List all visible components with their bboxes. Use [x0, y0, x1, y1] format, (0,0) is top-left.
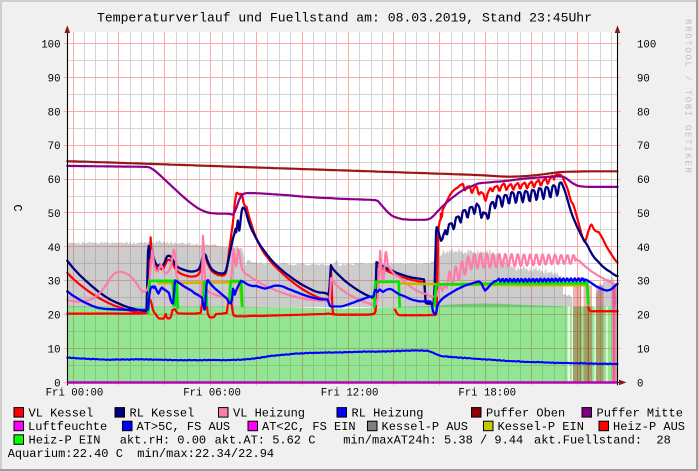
svg-text:Fri 06:00: Fri 06:00: [183, 387, 241, 399]
svg-text:Fri 00:00: Fri 00:00: [46, 387, 104, 399]
svg-text:Fri 18:00: Fri 18:00: [458, 387, 516, 399]
svg-text:Heiz-P EIN: Heiz-P EIN: [29, 434, 101, 448]
svg-text:Puffer Mitte: Puffer Mitte: [597, 406, 683, 420]
svg-text:70: 70: [637, 141, 650, 153]
svg-text:VL Heizung: VL Heizung: [233, 406, 305, 420]
svg-text:0: 0: [637, 378, 643, 390]
svg-text:Temperaturverlauf und Fuellsta: Temperaturverlauf und Fuellstand am: 08.…: [97, 11, 592, 26]
svg-text:10: 10: [637, 344, 650, 356]
svg-text:60: 60: [637, 175, 650, 187]
svg-text:100: 100: [41, 40, 60, 52]
svg-text:AT>5C, FS AUS: AT>5C, FS AUS: [137, 420, 231, 434]
svg-text:Kessel-P EIN: Kessel-P EIN: [498, 420, 584, 434]
svg-text:akt.Fuellstand: 28: akt.Fuellstand: 28: [534, 434, 671, 448]
svg-text:70: 70: [48, 141, 61, 153]
svg-text:Puffer Oben: Puffer Oben: [486, 406, 565, 420]
svg-text:20: 20: [48, 311, 61, 323]
svg-text:20: 20: [637, 311, 650, 323]
svg-text:80: 80: [637, 107, 650, 119]
svg-text:RL Kessel: RL Kessel: [130, 406, 195, 420]
svg-text:90: 90: [637, 73, 650, 85]
svg-text:100: 100: [637, 40, 656, 52]
svg-text:40: 40: [637, 243, 650, 255]
svg-text:Luftfeuchte: Luftfeuchte: [28, 420, 107, 434]
svg-text:Kessel-P AUS: Kessel-P AUS: [382, 420, 468, 434]
svg-text:50: 50: [637, 209, 650, 221]
svg-text:40: 40: [48, 243, 61, 255]
svg-text:30: 30: [637, 277, 650, 289]
svg-text:90: 90: [48, 73, 61, 85]
svg-text:Heiz-P AUS: Heiz-P AUS: [613, 420, 685, 434]
svg-text:60: 60: [48, 175, 61, 187]
svg-text:RL Heizung: RL Heizung: [352, 406, 424, 420]
svg-text:30: 30: [48, 277, 61, 289]
svg-text:akt.rH: 0.00: akt.rH: 0.00: [120, 434, 206, 448]
svg-text:0: 0: [54, 378, 60, 390]
svg-text:10: 10: [48, 344, 61, 356]
svg-text:VL Kessel: VL Kessel: [29, 406, 94, 420]
svg-text:C: C: [10, 204, 24, 211]
svg-text:akt.AT: 5.62 C: akt.AT: 5.62 C: [215, 434, 316, 448]
svg-text:50: 50: [48, 209, 61, 221]
svg-text:Fri 12:00: Fri 12:00: [321, 387, 379, 399]
svg-text:RRDTOOL / TOBI OETIKER: RRDTOOL / TOBI OETIKER: [683, 19, 694, 174]
svg-text:80: 80: [48, 107, 61, 119]
svg-text:Aquarium:22.40 C min/max:22.3: Aquarium:22.40 C min/max:22.34/22.94: [8, 447, 274, 461]
svg-text:AT<2C, FS EIN: AT<2C, FS EIN: [262, 420, 356, 434]
svg-text:min/maxAT24h: 5.38 / 9.44: min/maxAT24h: 5.38 / 9.44: [343, 434, 523, 448]
